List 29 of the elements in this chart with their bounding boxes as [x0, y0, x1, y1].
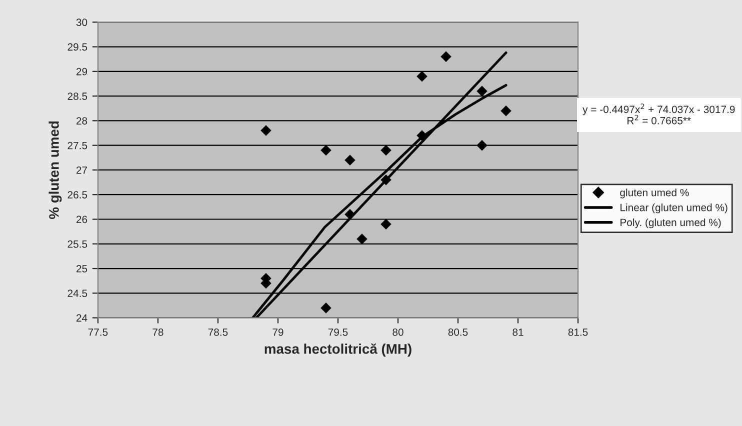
- legend-label: gluten umed %: [620, 188, 689, 198]
- y-tick-label: 30: [76, 18, 88, 26]
- y-tick-label: 24.5: [68, 290, 88, 298]
- x-tick-label: 78: [152, 328, 164, 336]
- y-tick-label: 26: [76, 216, 88, 224]
- x-tick-label: 78.5: [208, 328, 228, 336]
- text: R$^{2}$ = 0.7665**: [628, 114, 691, 124]
- legend-label: Poly. (gluten umed %): [620, 218, 721, 228]
- y-tick-label: 27.5: [68, 142, 88, 150]
- y-tick-label: 25: [76, 265, 88, 272]
- y-tick-label: 25.5: [68, 240, 88, 248]
- y-tick-label: 29: [76, 68, 88, 76]
- legend-label: Linear (gluten umed %): [620, 204, 728, 214]
- x-tick-label: 81.5: [568, 328, 588, 336]
- y-tick-label: 28.5: [68, 92, 88, 100]
- x-tick-label: 80: [392, 328, 404, 336]
- x-tick-label: 80.5: [448, 328, 468, 336]
- y-tick-label: 24: [76, 314, 88, 322]
- text: y = -0.4497x$^{2}$ + 74.037x - 3017.9: [582, 104, 735, 116]
- y-tick-label: 26.5: [68, 191, 88, 198]
- y-tick-label: 28: [76, 117, 88, 125]
- y-axis-title: % gluten umed: [48, 122, 62, 220]
- y-tick-label: 27: [76, 166, 88, 174]
- x-tick-label: 81: [512, 328, 524, 336]
- x-tick-label: 77.5: [88, 328, 108, 336]
- y-tick-label: 29.5: [68, 43, 88, 51]
- x-tick-label: 79: [272, 328, 284, 336]
- x-axis-title: masa hectolitrică (MH): [264, 343, 412, 357]
- x-tick-label: 79.5: [328, 328, 348, 336]
